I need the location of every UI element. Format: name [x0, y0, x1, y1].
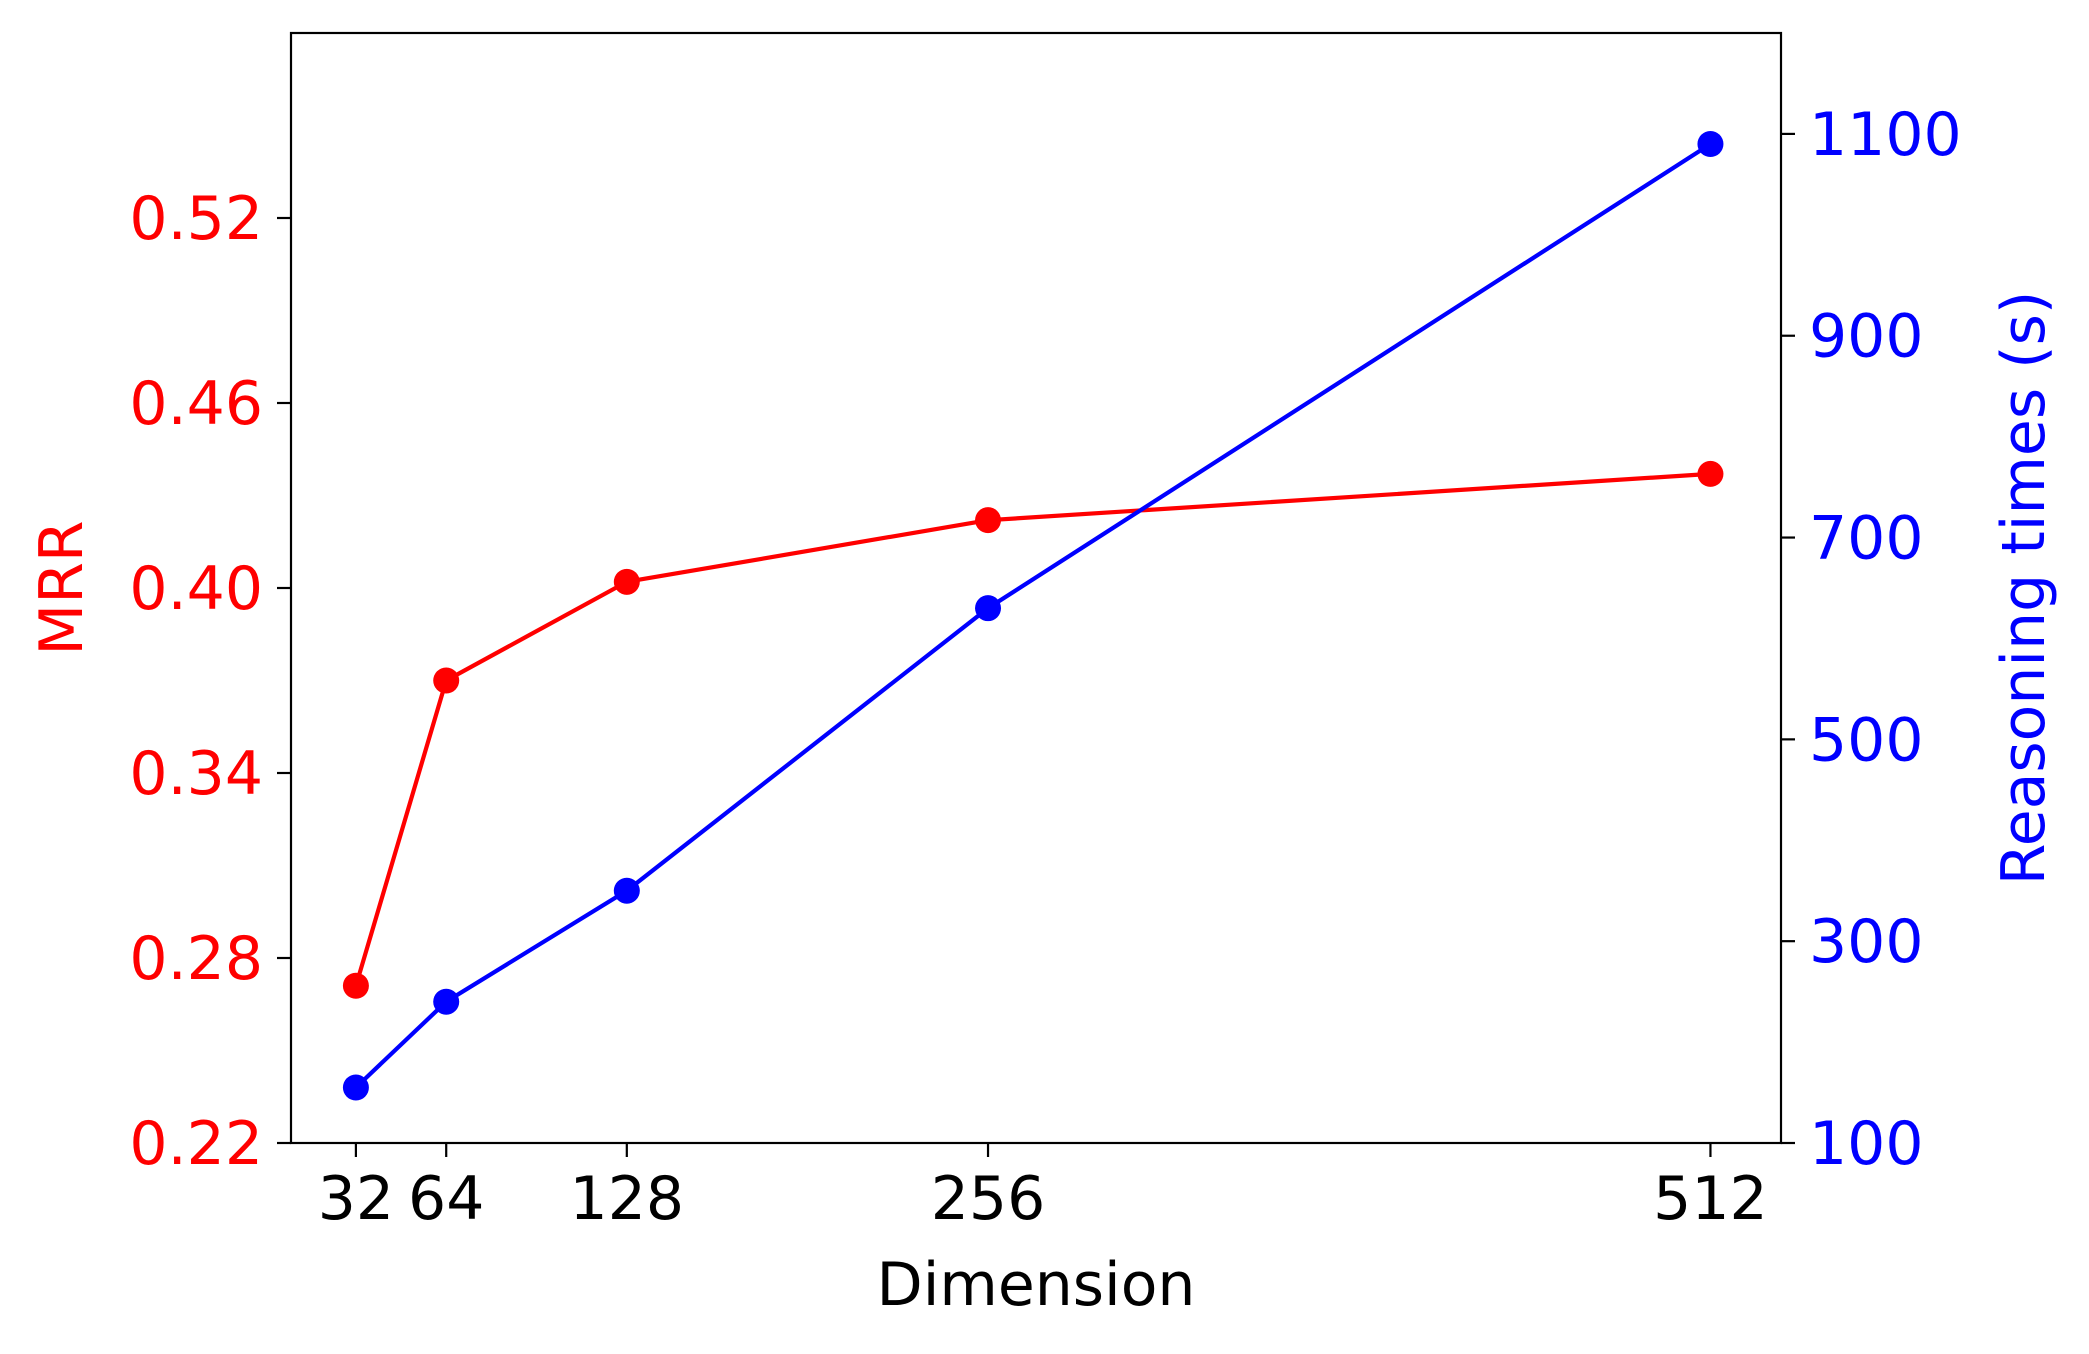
y-right-tick-label: 500: [1809, 705, 1924, 775]
plot-area-frame: [289, 31, 1783, 1145]
data-point-left: [613, 568, 640, 595]
y-right-tick-label: 300: [1809, 907, 1924, 977]
x-tick-label: 512: [1653, 1164, 1768, 1234]
y-right-tick-label: 700: [1809, 504, 1924, 574]
y-axis-right-label: Reasoning times (s): [1989, 291, 2059, 886]
series-line-left: [353, 471, 1711, 987]
x-tick-label: 32: [318, 1164, 394, 1234]
data-point-left: [1697, 460, 1724, 487]
y-axis-left-label: MRR: [27, 520, 97, 655]
x-tick-label: 128: [570, 1164, 685, 1234]
data-point-right: [975, 595, 1002, 622]
y-left-tick-label: 0.28: [129, 924, 263, 994]
data-point-left: [433, 667, 460, 694]
series-layer: [342, 131, 1724, 1101]
data-point-left: [342, 972, 369, 999]
y-left-tick-label: 0.40: [129, 554, 263, 624]
y-right-tick-label: 100: [1809, 1109, 1924, 1179]
x-axis: 32 64 128 256 512: [318, 1143, 1768, 1234]
x-tick-label: 256: [931, 1164, 1046, 1234]
y-axis-left: 0.22 0.28 0.34 0.40 0.46 0.52: [129, 184, 291, 1179]
y-left-tick-label: 0.46: [129, 369, 263, 439]
y-axis-right: 100 300 500 700 900 1100: [1781, 100, 1962, 1179]
x-tick-label: 64: [408, 1164, 484, 1234]
y-left-tick-label: 0.22: [129, 1109, 263, 1179]
data-point-right: [433, 988, 460, 1015]
y-right-tick-label: 900: [1809, 302, 1924, 372]
y-left-tick-label: 0.52: [129, 184, 263, 254]
series-line-right: [354, 142, 1712, 1090]
data-point-right: [1697, 131, 1724, 157]
y-left-tick-label: 0.34: [129, 739, 263, 809]
y-right-tick-label: 1100: [1809, 100, 1962, 170]
data-point-right: [613, 877, 640, 904]
data-point-left: [975, 507, 1002, 534]
x-axis-label: Dimension: [877, 1250, 1196, 1320]
data-point-right: [342, 1074, 369, 1101]
